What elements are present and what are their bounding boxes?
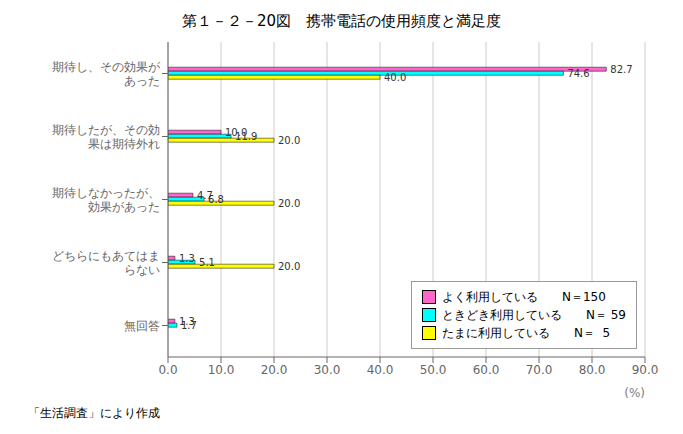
svg-text:(%): (%) xyxy=(624,386,645,400)
svg-text:20.0: 20.0 xyxy=(278,198,300,209)
svg-text:20.0: 20.0 xyxy=(261,363,288,377)
svg-text:1.3: 1.3 xyxy=(179,253,195,264)
svg-text:期待し、その効果があった: 期待し、その効果があった xyxy=(52,60,161,88)
svg-text:4.7: 4.7 xyxy=(196,189,213,201)
svg-text:無回答: 無回答 xyxy=(124,319,160,333)
svg-text:5.1: 5.1 xyxy=(199,257,215,268)
svg-text:11.9: 11.9 xyxy=(235,131,257,142)
svg-text:40.0: 40.0 xyxy=(367,363,394,377)
svg-text:60.0: 60.0 xyxy=(473,363,500,377)
svg-text:期待したが、その効果は期待外れ: 期待したが、その効果は期待外れ xyxy=(52,123,160,151)
svg-text:0.0: 0.0 xyxy=(158,363,177,377)
svg-text:40.0: 40.0 xyxy=(384,72,406,83)
svg-text:どちらにもあてはまらない: どちらにもあてはまらない xyxy=(52,249,160,277)
svg-text:70.0: 70.0 xyxy=(526,363,553,377)
html-text:たまに利用している N＝ 5: たまに利用している N＝ 5 xyxy=(441,326,611,340)
svg-text:30.0: 30.0 xyxy=(314,363,341,377)
svg-text:1.7: 1.7 xyxy=(181,320,197,331)
html-text:「生活調査」により作成: 「生活調査」により作成 xyxy=(28,406,160,420)
svg-text:6.8: 6.8 xyxy=(208,194,224,205)
svg-text:20.0: 20.0 xyxy=(278,135,300,146)
svg-text:期待しなかったが、効果があった: 期待しなかったが、効果があった xyxy=(52,186,160,214)
svg-text:82.7: 82.7 xyxy=(610,64,632,75)
svg-text:10.0: 10.0 xyxy=(208,363,235,377)
svg-text:74.6: 74.6 xyxy=(567,68,589,79)
html-text:第１－２－20図 携帯電話の使用頻度と満足度: 第１－２－20図 携帯電話の使用頻度と満足度 xyxy=(182,12,501,30)
svg-text:80.0: 80.0 xyxy=(579,363,606,377)
svg-text:90.0: 90.0 xyxy=(632,363,659,377)
svg-text:20.0: 20.0 xyxy=(278,261,300,272)
html-text:ときどき利用している N＝ 59: ときどき利用している N＝ 59 xyxy=(441,308,626,322)
html-text:よく利用している N＝150: よく利用している N＝150 xyxy=(441,290,606,304)
svg-text:50.0: 50.0 xyxy=(420,363,447,377)
